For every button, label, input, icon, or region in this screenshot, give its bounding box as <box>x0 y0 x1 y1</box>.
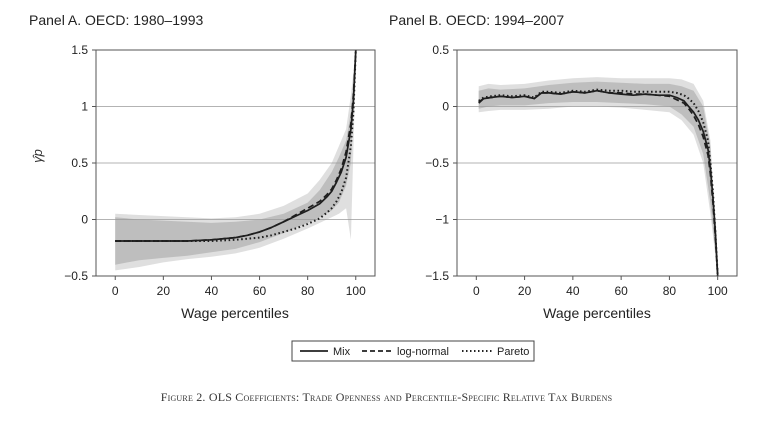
panel-b-x-tick-label: 60 <box>614 284 628 298</box>
panel-b-y-ticks: −1.5 −1 −0.5 0 0.5 <box>425 43 457 283</box>
panel-a-x-tick-label: 100 <box>346 284 366 298</box>
panel-b-x-axis-label: Wage percentiles <box>543 305 651 321</box>
legend-entry-mix: Mix <box>300 346 351 358</box>
panel-b-x-ticks: 0 20 40 60 80 100 <box>473 276 728 298</box>
panel-b-confidence-bands <box>478 77 718 276</box>
panel-a-band-inner-ci <box>115 50 356 265</box>
panel-a-y-ticks: −0.5 0 0.5 1 1.5 <box>64 43 96 283</box>
panel-a: Panel A. OECD: 1980–1993 −0.5 0 0.5 1 1.5 0 2… <box>29 12 376 321</box>
panel-a-x-ticks: 0 20 40 60 80 100 <box>112 276 366 298</box>
panel-a-x-tick-label: 0 <box>112 284 119 298</box>
panel-a-x-tick-label: 80 <box>301 284 315 298</box>
legend-label-mix: Mix <box>333 346 351 358</box>
panel-a-x-tick-label: 20 <box>157 284 171 298</box>
panel-a-series <box>115 49 357 242</box>
panel-b-title: Panel B. OECD: 1994–2007 <box>389 12 564 28</box>
panel-a-x-tick-label: 60 <box>253 284 267 298</box>
panel-b-x-tick-label: 0 <box>473 284 480 298</box>
panel-b-gridlines <box>457 106 737 220</box>
panel-b-x-tick-label: 40 <box>566 284 580 298</box>
panel-a-y-tick-label: −0.5 <box>64 269 88 283</box>
panel-a-y-tick-label: 1 <box>81 100 88 114</box>
panel-b-series-pareto <box>478 88 719 277</box>
panel-a-x-axis-label: Wage percentiles <box>181 305 289 321</box>
panel-b-x-tick-label: 80 <box>663 284 677 298</box>
legend-label-pareto: Pareto <box>497 346 529 358</box>
panel-a-y-tick-label: 1.5 <box>71 43 88 57</box>
panel-b-y-tick-label: 0.5 <box>432 43 449 57</box>
panel-b-band-inner-ci <box>478 81 718 276</box>
panel-a-y-tick-label: 0 <box>81 213 88 227</box>
panel-a-title: Panel A. OECD: 1980–1993 <box>29 12 204 28</box>
panel-b-x-tick-label: 20 <box>518 284 532 298</box>
legend-entry-log-normal: log-normal <box>362 346 449 358</box>
panel-b-series-mix <box>478 89 719 277</box>
legend: Mix log-normal Pareto <box>291 340 535 362</box>
panel-a-y-tick-label: 0.5 <box>71 156 88 170</box>
legend-label-log-normal: log-normal <box>397 346 449 358</box>
panel-b-y-tick-label: 0 <box>442 100 449 114</box>
panel-a-series-pareto <box>115 49 357 242</box>
panel-a-x-tick-label: 40 <box>205 284 219 298</box>
panel-b-y-tick-label: −1.5 <box>425 269 449 283</box>
figure-caption: Figure 2. OLS Coefficients: Trade Openne… <box>160 390 613 404</box>
panel-b: Panel B. OECD: 1994–2007 −1.5−1−0.500.5 … <box>389 12 738 321</box>
panel-b-x-tick-label: 100 <box>708 284 728 298</box>
legend-box <box>291 340 535 362</box>
panel-b-series <box>478 88 719 277</box>
panel-b-series-log-normal <box>478 89 719 277</box>
panel-a-gridlines <box>96 106 375 220</box>
panel-b-y-tick-label: −1 <box>435 213 449 227</box>
panel-b-y-tick-label: −0.5 <box>425 156 449 170</box>
legend-entry-pareto: Pareto <box>462 346 529 358</box>
panel-a-y-axis-label: γ̂p <box>30 149 45 163</box>
